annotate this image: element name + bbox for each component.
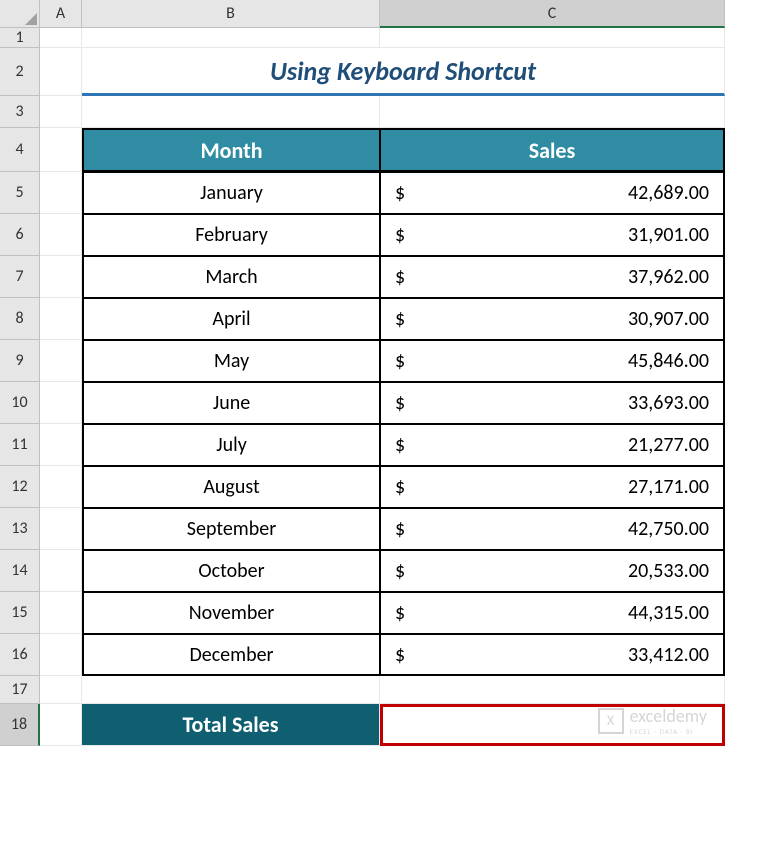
row-header-18[interactable]: 18 (0, 704, 40, 746)
cell-a10[interactable] (40, 382, 82, 424)
row-header-2[interactable]: 2 (0, 48, 40, 96)
cell-a16[interactable] (40, 634, 82, 676)
row-header-16[interactable]: 16 (0, 634, 40, 676)
table-cell-sales[interactable]: $30,907.00 (380, 298, 725, 340)
row-header-6[interactable]: 6 (0, 214, 40, 256)
cell-a18[interactable] (40, 704, 82, 746)
row-header-5[interactable]: 5 (0, 172, 40, 214)
cell-b1[interactable] (82, 28, 380, 48)
row-header-8[interactable]: 8 (0, 298, 40, 340)
row-header-17[interactable]: 17 (0, 676, 40, 704)
row-header-4[interactable]: 4 (0, 128, 40, 172)
table-cell-sales[interactable]: $42,750.00 (380, 508, 725, 550)
cell-c3[interactable] (380, 96, 725, 128)
cell-a8[interactable] (40, 298, 82, 340)
table-cell-sales[interactable]: $31,901.00 (380, 214, 725, 256)
cell-a9[interactable] (40, 340, 82, 382)
watermark-brand: exceldemy (630, 705, 707, 727)
watermark: X exceldemy EXCEL · DATA · BI (598, 705, 707, 736)
cell-a17[interactable] (40, 676, 82, 704)
table-cell-month[interactable]: September (82, 508, 380, 550)
total-sales-label[interactable]: Total Sales (82, 704, 380, 746)
cell-a15[interactable] (40, 592, 82, 634)
cell-a1[interactable] (40, 28, 82, 48)
row-header-1[interactable]: 1 (0, 28, 40, 48)
cell-a7[interactable] (40, 256, 82, 298)
cell-c1[interactable] (380, 28, 725, 48)
table-cell-month[interactable]: February (82, 214, 380, 256)
table-cell-sales[interactable]: $33,693.00 (380, 382, 725, 424)
table-cell-sales[interactable]: $45,846.00 (380, 340, 725, 382)
table-header-sales[interactable]: Sales (380, 128, 725, 172)
watermark-tagline: EXCEL · DATA · BI (630, 727, 707, 736)
row-header-9[interactable]: 9 (0, 340, 40, 382)
row-header-15[interactable]: 15 (0, 592, 40, 634)
row-header-14[interactable]: 14 (0, 550, 40, 592)
table-cell-sales[interactable]: $42,689.00 (380, 172, 725, 214)
table-cell-sales[interactable]: $21,277.00 (380, 424, 725, 466)
cell-b3[interactable] (82, 96, 380, 128)
cell-c17[interactable] (380, 676, 725, 704)
table-cell-month[interactable]: June (82, 382, 380, 424)
table-cell-month[interactable]: July (82, 424, 380, 466)
col-header-a[interactable]: A (40, 0, 82, 28)
table-cell-month[interactable]: April (82, 298, 380, 340)
table-cell-month[interactable]: November (82, 592, 380, 634)
row-header-7[interactable]: 7 (0, 256, 40, 298)
table-cell-sales[interactable]: $44,315.00 (380, 592, 725, 634)
cell-a13[interactable] (40, 508, 82, 550)
cell-a12[interactable] (40, 466, 82, 508)
cell-a14[interactable] (40, 550, 82, 592)
col-header-b[interactable]: B (82, 0, 380, 28)
table-cell-month[interactable]: October (82, 550, 380, 592)
table-cell-sales[interactable]: $20,533.00 (380, 550, 725, 592)
table-cell-month[interactable]: March (82, 256, 380, 298)
row-header-11[interactable]: 11 (0, 424, 40, 466)
row-header-12[interactable]: 12 (0, 466, 40, 508)
row-header-3[interactable]: 3 (0, 96, 40, 128)
table-cell-month[interactable]: May (82, 340, 380, 382)
row-header-10[interactable]: 10 (0, 382, 40, 424)
cell-a5[interactable] (40, 172, 82, 214)
table-cell-sales[interactable]: $37,962.00 (380, 256, 725, 298)
page-title[interactable]: Using Keyboard Shortcut (82, 48, 725, 96)
table-cell-month[interactable]: August (82, 466, 380, 508)
table-header-month[interactable]: Month (82, 128, 380, 172)
cell-a2[interactable] (40, 48, 82, 96)
select-all-corner[interactable] (0, 0, 40, 28)
table-cell-sales[interactable]: $27,171.00 (380, 466, 725, 508)
table-cell-month[interactable]: December (82, 634, 380, 676)
cell-a3[interactable] (40, 96, 82, 128)
cell-b17[interactable] (82, 676, 380, 704)
col-header-c[interactable]: C (380, 0, 725, 28)
cell-a6[interactable] (40, 214, 82, 256)
table-cell-sales[interactable]: $33,412.00 (380, 634, 725, 676)
cell-a4[interactable] (40, 128, 82, 172)
table-cell-month[interactable]: January (82, 172, 380, 214)
row-header-13[interactable]: 13 (0, 508, 40, 550)
cell-a11[interactable] (40, 424, 82, 466)
spreadsheet-grid: A B C 1 2 Using Keyboard Shortcut 3 4 Mo… (0, 0, 767, 746)
watermark-logo-icon: X (598, 708, 624, 734)
